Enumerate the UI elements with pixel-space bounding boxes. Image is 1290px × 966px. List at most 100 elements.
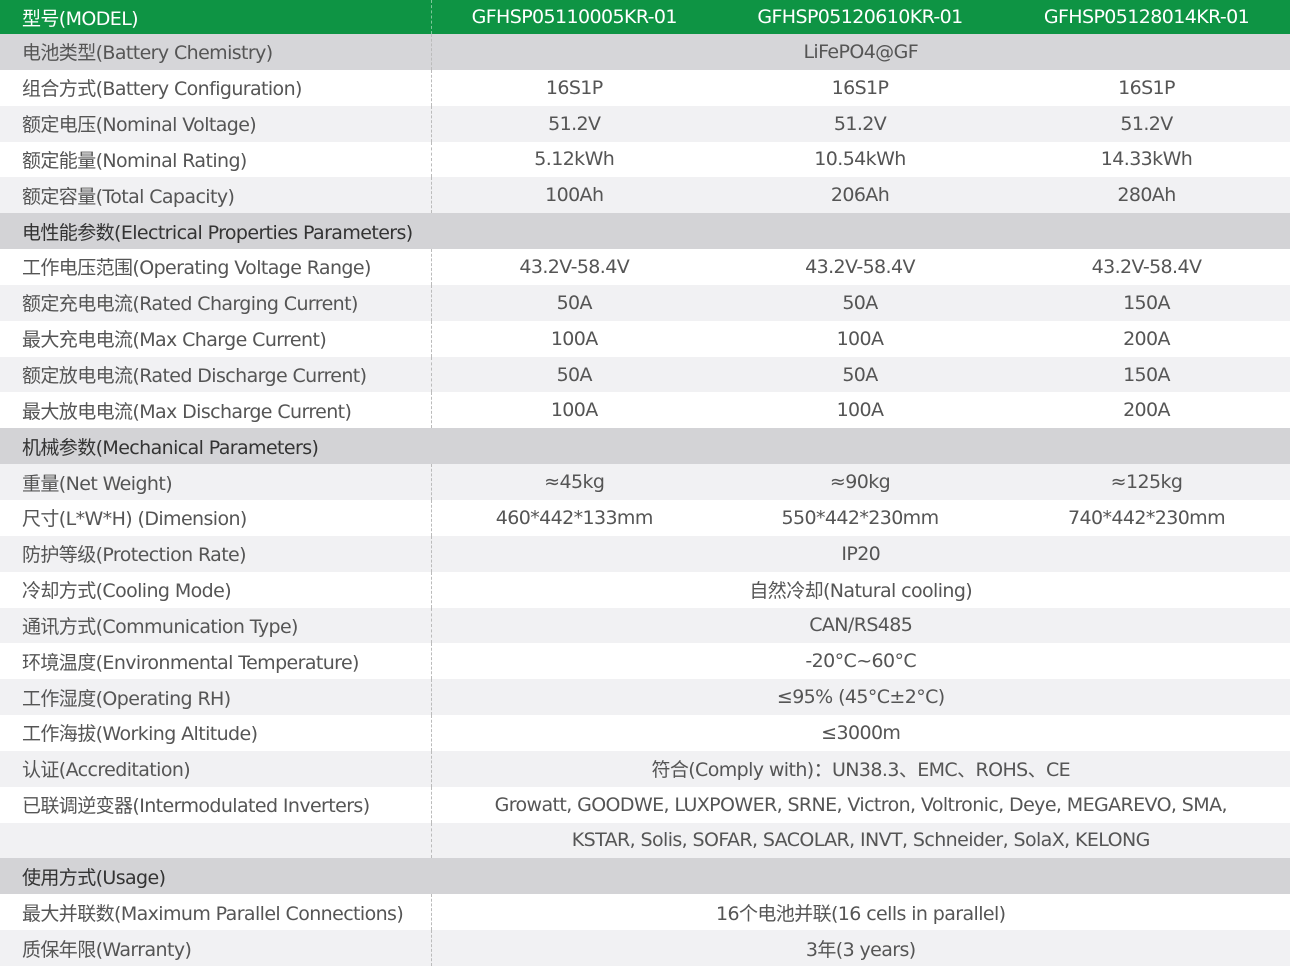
cell-value: 50A [431, 356, 717, 393]
cell-value: 51.2V [1003, 105, 1290, 142]
cell-value: 460*442*133mm [431, 499, 717, 536]
cell-value: 51.2V [431, 105, 717, 142]
cell-value: 43.2V-58.4V [431, 249, 717, 285]
cell-value-shared: Growatt, GOODWE, LUXPOWER, SRNE, Victron… [431, 786, 1290, 823]
cell-value: 100A [717, 392, 1003, 429]
cell-value: ≈45kg [431, 464, 717, 500]
section-header-row: 使用方式(Usage) [0, 858, 1290, 895]
section-title: 电性能参数(Electrical Properties Parameters) [0, 213, 1290, 250]
cell-value-shared: 符合(Comply with)：UN38.3、EMC、ROHS、CE [431, 750, 1290, 787]
row-label: 防护等级(Protection Rate) [0, 535, 432, 572]
cell-value: 550*442*230mm [717, 499, 1003, 536]
cell-value-shared: 16个电池并联(16 cells in parallel) [431, 894, 1290, 931]
table-row: 电池类型(Battery Chemistry) LiFePO4@GF [0, 34, 1290, 70]
table-row: 尺寸(L*W*H) (Dimension) 460*442*133mm 550*44… [0, 499, 1290, 536]
cell-value: 16S1P [431, 69, 717, 106]
section-title: 使用方式(Usage) [0, 858, 1290, 895]
cell-value: 150A [1003, 284, 1290, 321]
table-row: 防护等级(Protection Rate) IP20 [0, 535, 1290, 572]
row-label: 额定充电电流(Rated Charging Current) [0, 284, 432, 321]
cell-value-shared: IP20 [431, 535, 1290, 572]
cell-value: 200A [1003, 392, 1290, 429]
section-header-row: 电性能参数(Electrical Properties Parameters) [0, 213, 1290, 250]
row-label: 额定容量(Total Capacity) [0, 177, 432, 214]
header-row: 型号(MODEL) GFHSP05110005KR-01 GFHSP051206… [0, 0, 1290, 34]
row-label: 组合方式(Battery Configuration) [0, 69, 432, 106]
cell-value: 50A [717, 356, 1003, 393]
table-row: 质保年限(Warranty) 3年(3 years) [0, 930, 1290, 966]
row-label: 最大充电电流(Max Charge Current) [0, 320, 432, 357]
row-label: 额定电压(Nominal Voltage) [0, 105, 432, 142]
row-label: 工作电压范围(Operating Voltage Range) [0, 249, 432, 285]
table-row: 认证(Accreditation) 符合(Comply with)：UN38.3、… [0, 750, 1290, 787]
cell-value: 100A [717, 320, 1003, 357]
table-row: 额定能量(Nominal Rating) 5.12kWh 10.54kWh 14.33… [0, 141, 1290, 178]
table-row: 冷却方式(Cooling Mode) 自然冷却(Natural cooling) [0, 571, 1290, 608]
cell-value: ≈125kg [1003, 464, 1290, 500]
cell-value-shared: LiFePO4@GF [431, 34, 1290, 70]
table-row: 工作湿度(Operating RH) ≤95% (45°C±2°C) [0, 679, 1290, 716]
cell-value-shared: -20°C~60°C [431, 643, 1290, 680]
row-label: 重量(Net Weight) [0, 464, 432, 500]
model-label: 型号(MODEL) [0, 0, 432, 34]
table-row: 工作电压范围(Operating Voltage Range) 43.2V-58.… [0, 249, 1290, 285]
table-row: 组合方式(Battery Configuration) 16S1P 16S1P 16S… [0, 69, 1290, 106]
table-row: 额定电压(Nominal Voltage) 51.2V 51.2V 51.2V [0, 105, 1290, 142]
cell-value: 150A [1003, 356, 1290, 393]
row-label: 工作海拔(Working Altitude) [0, 715, 432, 751]
section-header-row: 机械参数(Mechanical Parameters) [0, 428, 1290, 465]
row-label: 质保年限(Warranty) [0, 930, 432, 966]
cell-value: 50A [717, 284, 1003, 321]
table-row: 额定容量(Total Capacity) 100Ah 206Ah 280Ah [0, 177, 1290, 214]
cell-value: 100A [431, 392, 717, 429]
cell-value-shared: 自然冷却(Natural cooling) [431, 571, 1290, 608]
cell-value-shared: 3年(3 years) [431, 930, 1290, 966]
cell-value-shared: ≤3000m [431, 715, 1290, 751]
table-row: 最大并联数(Maximum Parallel Connections) 16个电池… [0, 894, 1290, 931]
table-row: 额定放电电流(Rated Discharge Current) 50A 50A 150… [0, 356, 1290, 393]
cell-value: 280Ah [1003, 177, 1290, 214]
row-label: 额定能量(Nominal Rating) [0, 141, 432, 178]
row-label: 电池类型(Battery Chemistry) [0, 34, 432, 70]
table-row: 额定充电电流(Rated Charging Current) 50A 50A 150A [0, 284, 1290, 321]
cell-value-shared: CAN/RS485 [431, 607, 1290, 644]
cell-value: 100A [431, 320, 717, 357]
table-row: KSTAR, Solis, SOFAR, SACOLAR, INVT, Schn… [0, 822, 1290, 859]
row-label: 工作湿度(Operating RH) [0, 679, 432, 716]
section-title: 机械参数(Mechanical Parameters) [0, 428, 1290, 465]
cell-value: 43.2V-58.4V [1003, 249, 1290, 285]
model-name: GFHSP05128014KR-01 [1003, 0, 1290, 34]
cell-value: 51.2V [717, 105, 1003, 142]
table-row: 已联调逆变器(Intermodulated Inverters) Growatt,… [0, 786, 1290, 823]
table-row: 环境温度(Environmental Temperature) -20°C~60°… [0, 643, 1290, 680]
row-label: 最大放电电流(Max Discharge Current) [0, 392, 432, 429]
cell-value-shared: ≤95% (45°C±2°C) [431, 679, 1290, 716]
row-label: 已联调逆变器(Intermodulated Inverters) [0, 786, 432, 823]
model-name: GFHSP05120610KR-01 [717, 0, 1003, 34]
cell-value: 740*442*230mm [1003, 499, 1290, 536]
cell-value: 206Ah [717, 177, 1003, 214]
cell-value: 5.12kWh [431, 141, 717, 178]
cell-value: 16S1P [717, 69, 1003, 106]
row-label: 尺寸(L*W*H) (Dimension) [0, 499, 432, 536]
table-row: 工作海拔(Working Altitude) ≤3000m [0, 715, 1290, 751]
row-label: 冷却方式(Cooling Mode) [0, 571, 432, 608]
cell-value: ≈90kg [717, 464, 1003, 500]
table-row: 重量(Net Weight) ≈45kg ≈90kg ≈125kg [0, 464, 1290, 500]
cell-value: 14.33kWh [1003, 141, 1290, 178]
row-label: 额定放电电流(Rated Discharge Current) [0, 356, 432, 393]
cell-value: 50A [431, 284, 717, 321]
cell-value: 10.54kWh [717, 141, 1003, 178]
cell-value-shared: KSTAR, Solis, SOFAR, SACOLAR, INVT, Schn… [431, 822, 1290, 859]
row-label: 最大并联数(Maximum Parallel Connections) [0, 894, 432, 931]
row-label: 认证(Accreditation) [0, 750, 432, 787]
table-row: 通讯方式(Communication Type) CAN/RS485 [0, 607, 1290, 644]
cell-value: 200A [1003, 320, 1290, 357]
row-label: 通讯方式(Communication Type) [0, 607, 432, 644]
row-label: 环境温度(Environmental Temperature) [0, 643, 432, 680]
cell-value: 16S1P [1003, 69, 1290, 106]
model-name: GFHSP05110005KR-01 [431, 0, 717, 34]
table-row: 最大放电电流(Max Discharge Current) 100A 100A 200… [0, 392, 1290, 429]
table-row: 最大充电电流(Max Charge Current) 100A 100A 200A [0, 320, 1290, 357]
